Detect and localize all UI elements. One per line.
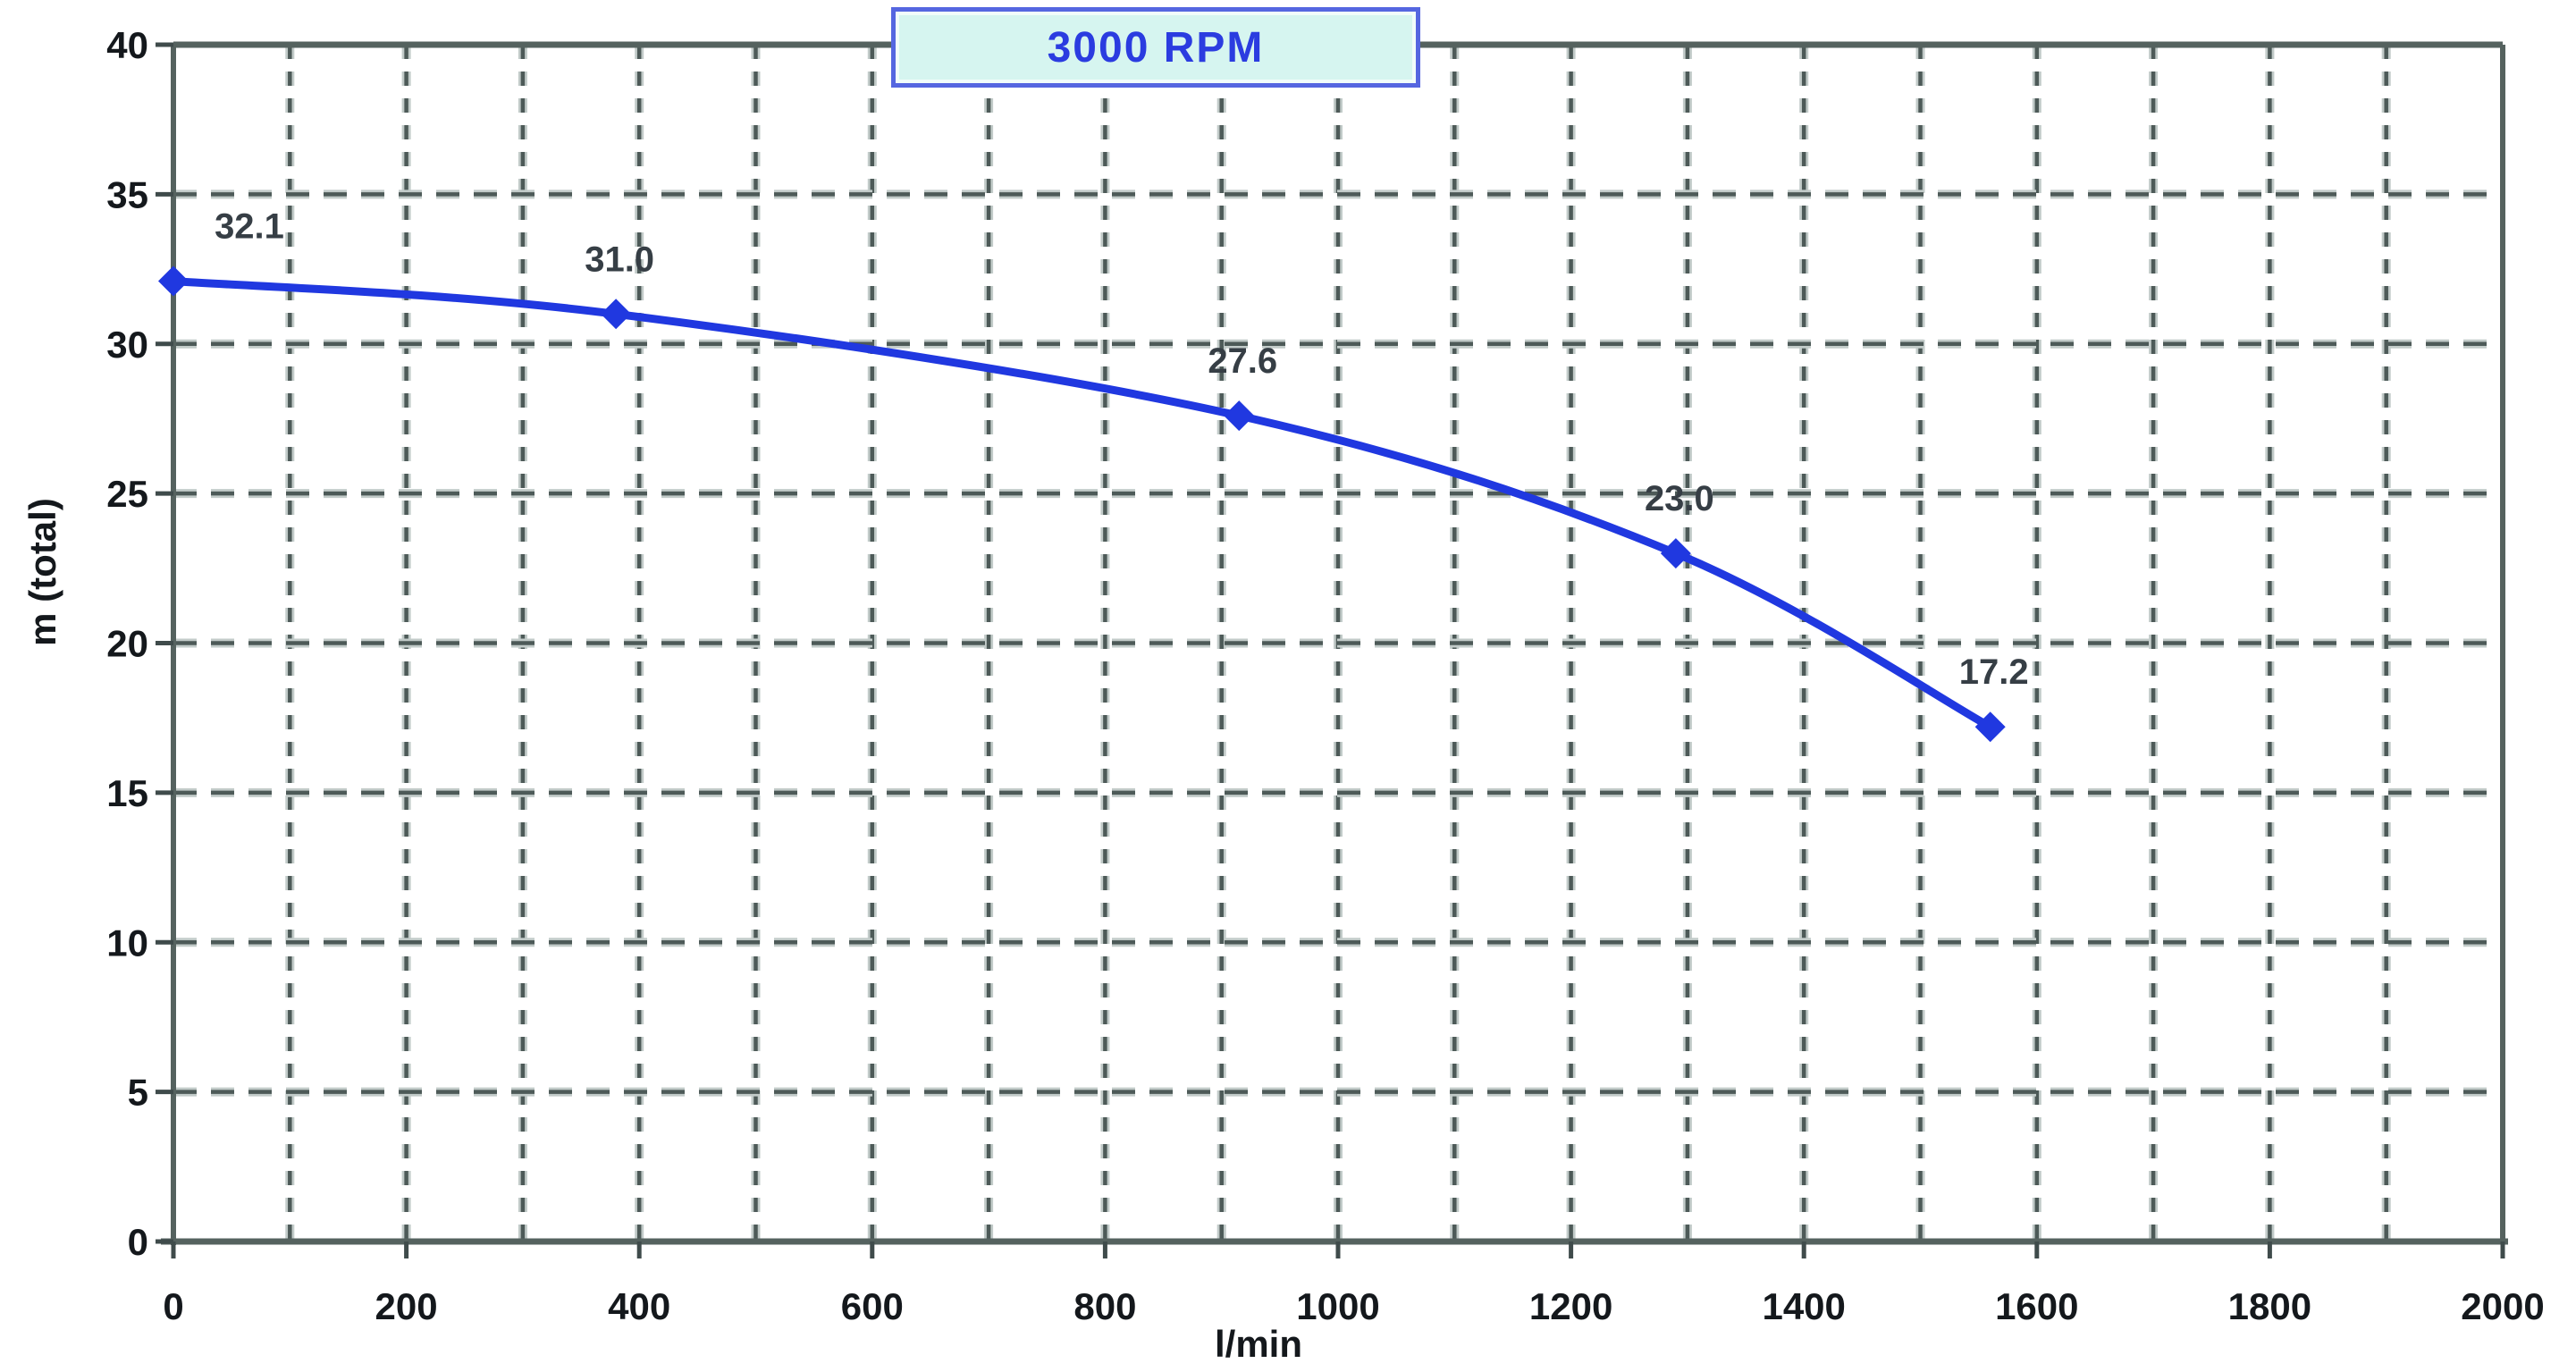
- y-tick-label: 20: [106, 623, 148, 665]
- x-tick-label: 2000: [2461, 1285, 2544, 1327]
- y-tick-label: 40: [106, 24, 148, 66]
- gridlines: [173, 45, 2503, 1242]
- y-tick-label: 35: [106, 173, 148, 215]
- data-point-marker: [1224, 400, 1255, 432]
- x-tick-label: 1200: [1529, 1285, 1612, 1327]
- y-tick-label: 0: [128, 1221, 148, 1263]
- data-point-marker: [158, 265, 189, 297]
- chart-title: 3000 RPM: [1047, 23, 1265, 72]
- data-point-label: 17.2: [1959, 652, 2029, 692]
- series-curve-3000rpm: [169, 276, 1995, 731]
- x-tick-label: 800: [1073, 1285, 1136, 1327]
- y-tick-label: 25: [106, 473, 148, 515]
- data-point-label: 31.0: [585, 240, 654, 279]
- x-axis-title: l/min: [1214, 1323, 1303, 1365]
- data-point-marker: [1660, 538, 1691, 569]
- y-tick-label: 10: [106, 922, 148, 964]
- tick-marks: [156, 42, 2505, 1258]
- y-tick-label: 30: [106, 324, 148, 366]
- x-tick-label: 200: [375, 1285, 438, 1327]
- y-axis-title: m (total): [21, 498, 63, 646]
- data-point-marker: [1974, 711, 2006, 743]
- x-tick-label: 1000: [1296, 1285, 1379, 1327]
- x-tick-label: 1800: [2228, 1285, 2311, 1327]
- data-point-label: 27.6: [1208, 341, 1277, 381]
- data-points: 32.1 31.0 27.6 23.0 17.2: [158, 206, 2029, 743]
- y-tick-label: 15: [106, 772, 148, 814]
- chart-title-box: 3000 RPM: [891, 7, 1420, 88]
- x-tick-label: 1600: [1995, 1285, 2078, 1327]
- x-tick-label: 1400: [1762, 1285, 1845, 1327]
- data-point-label: 32.1: [215, 206, 284, 246]
- data-point-marker: [601, 299, 632, 330]
- x-tick-label: 400: [608, 1285, 670, 1327]
- x-tick-label: 600: [841, 1285, 904, 1327]
- y-tick-label: 5: [128, 1072, 148, 1114]
- data-point-label: 23.0: [1645, 479, 1714, 518]
- x-tick-label: 0: [163, 1285, 183, 1327]
